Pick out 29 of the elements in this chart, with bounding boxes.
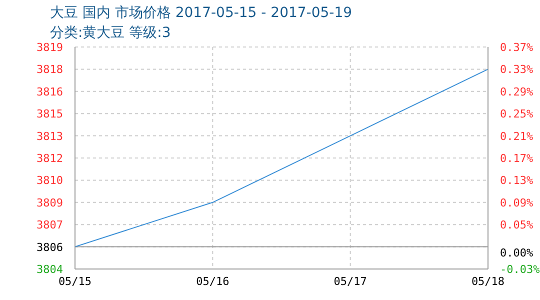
y-tick-label: 3810 bbox=[36, 174, 63, 188]
y-tick-label: 3819 bbox=[36, 41, 63, 54]
y-tick-label: 3818 bbox=[36, 63, 63, 76]
y2-tick-label: 0.09% bbox=[500, 196, 534, 210]
chart-title: 大豆 国内 市场价格 2017-05-15 - 2017-05-19 bbox=[50, 4, 352, 22]
y-tick-label: 3807 bbox=[36, 218, 63, 232]
y-tick-label: 3815 bbox=[36, 108, 63, 121]
y2-tick-label: 0.25% bbox=[500, 108, 534, 121]
x-tick-label: 05/15 bbox=[58, 274, 92, 288]
chart-subtitle: 分类:黄大豆 等级:3 bbox=[50, 24, 171, 42]
y2-tick-label: 0.29% bbox=[500, 85, 534, 98]
y2-tick-label: 0.13% bbox=[500, 174, 534, 188]
y2-tick-label: -0.03% bbox=[500, 263, 540, 276]
y-tick-label: 3806 bbox=[36, 240, 63, 254]
y2-tick-label: 0.33% bbox=[500, 63, 534, 76]
x-tick-label: 05/16 bbox=[196, 274, 230, 288]
y-tick-label: 3816 bbox=[36, 85, 63, 98]
x-tick-label: 05/18 bbox=[471, 274, 505, 288]
line-series bbox=[75, 68, 488, 248]
y2-tick-label: 0.37% bbox=[500, 41, 534, 54]
y-tick-label: 3809 bbox=[36, 196, 63, 210]
x-tick-label: 05/17 bbox=[334, 274, 367, 288]
y2-tick-label: 0.00% bbox=[500, 246, 534, 260]
y2-tick-label: 0.21% bbox=[500, 130, 534, 143]
y-tick-label: 3804 bbox=[36, 263, 64, 276]
y-tick-label: 3813 bbox=[36, 130, 63, 143]
y-tick-label: 3812 bbox=[36, 152, 63, 165]
y2-tick-label: 0.05% bbox=[500, 218, 534, 232]
y2-tick-label: 0.17% bbox=[500, 152, 534, 165]
